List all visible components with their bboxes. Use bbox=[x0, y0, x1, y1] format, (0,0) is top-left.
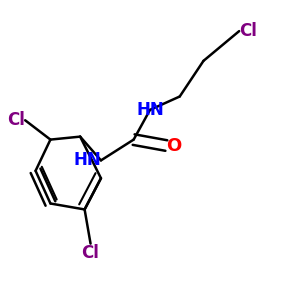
Text: HN: HN bbox=[136, 101, 164, 119]
Text: Cl: Cl bbox=[239, 22, 257, 40]
Text: O: O bbox=[166, 136, 182, 154]
Text: Cl: Cl bbox=[7, 111, 25, 129]
Text: HN: HN bbox=[73, 152, 101, 169]
Text: Cl: Cl bbox=[82, 244, 100, 262]
